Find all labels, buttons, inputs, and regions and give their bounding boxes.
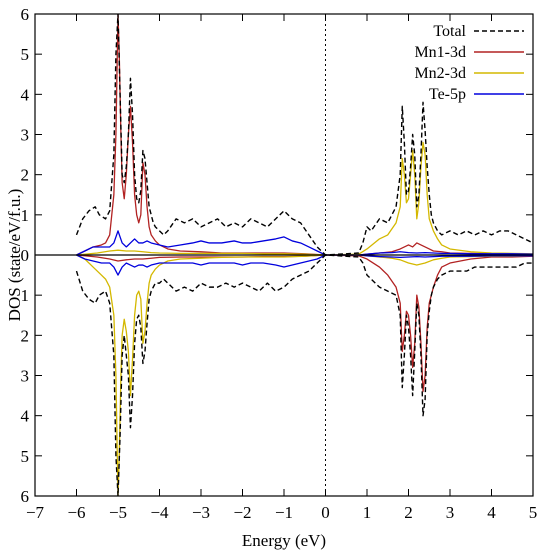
legend: Total Mn1-3d Mn2-3d Te-5p <box>414 23 524 103</box>
x-tick-label: −3 <box>192 503 210 522</box>
y-tick-label: 3 <box>21 126 30 145</box>
series-te-5p-spin-up <box>76 230 533 256</box>
legend-label: Te-5p <box>429 86 466 103</box>
series-mn2-3d-spin-up <box>76 141 533 256</box>
y-tick-label: 3 <box>21 367 30 386</box>
x-tick-label: 4 <box>487 503 496 522</box>
series-mn1-3d-spin-up <box>76 14 533 256</box>
series-te-5p-spin-down <box>76 254 533 276</box>
x-axis: −7 −6 −5 −4 −3 −2 −1 0 1 2 3 4 5 <box>26 14 537 522</box>
y-tick-label: 6 <box>21 5 30 24</box>
x-tick-label: −4 <box>150 503 169 522</box>
x-tick-label: −2 <box>233 503 251 522</box>
y-tick-label: 2 <box>21 166 30 185</box>
y-tick-label: 0 <box>21 246 30 265</box>
x-tick-label: −5 <box>109 503 127 522</box>
y-tick-label: 1 <box>21 206 30 225</box>
y-tick-label: 5 <box>21 45 30 64</box>
x-tick-label: −7 <box>26 503 45 522</box>
y-axis: 6 5 4 3 2 1 0 1 2 3 4 5 6 <box>21 5 533 506</box>
y-tick-label: 4 <box>21 407 30 426</box>
x-tick-label: −1 <box>275 503 293 522</box>
series-mn2-3d-spin-down <box>76 254 533 496</box>
series-total-spin-down <box>75 254 533 496</box>
y-tick-label: 1 <box>21 286 30 305</box>
x-tick-label: 1 <box>363 503 372 522</box>
y-tick-label: 6 <box>21 487 30 506</box>
x-tick-label: −6 <box>67 503 85 522</box>
series-total-spin-up <box>75 14 533 256</box>
y-tick-label: 2 <box>21 326 30 345</box>
x-tick-label: 0 <box>321 503 330 522</box>
legend-label: Mn2-3d <box>414 65 466 82</box>
x-tick-label: 3 <box>446 503 455 522</box>
y-axis-title: DOS (state/eV/f.u.) <box>5 189 24 322</box>
y-tick-label: 4 <box>21 85 30 104</box>
y-tick-label: 5 <box>21 447 30 466</box>
x-axis-title: Energy (eV) <box>242 531 326 550</box>
series-layer <box>75 14 533 496</box>
x-tick-label: 5 <box>529 503 538 522</box>
x-tick-label: 2 <box>404 503 413 522</box>
legend-label: Total <box>433 23 466 40</box>
legend-label: Mn1-3d <box>414 44 466 61</box>
